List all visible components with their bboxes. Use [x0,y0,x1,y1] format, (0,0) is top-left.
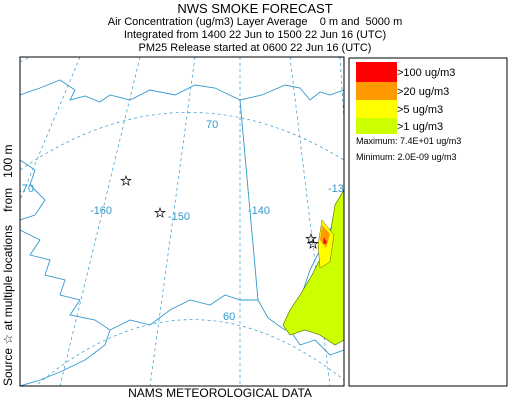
graticule-label: -170 [12,183,34,195]
legend-label: >20 ug/m3 [397,86,449,98]
legend: Maximum: 7.4E+01 ug/m3 Minimum: 2.0E-09 … [348,57,508,387]
panhandle [289,329,344,356]
parallel [20,112,344,171]
legend-swatch [356,100,397,118]
sources [120,174,319,249]
source-star [305,232,317,244]
meridian [339,57,344,121]
legend-swatch [356,62,397,82]
parallel [35,319,344,386]
source-star [120,174,132,186]
source-star [307,237,319,249]
minimum: Minimum: 2.0E-09 ug/m3 [356,152,457,162]
legend-label: >1 ug/m3 [397,121,443,133]
graticule-label: 60 [223,311,235,323]
graticule-label: -130 [328,183,350,195]
graticule-label: -160 [90,205,112,217]
legend-label: >5 ug/m3 [397,104,443,116]
north-coast [20,79,344,103]
map-content: -170 -160 -150 -140 -130 70 60 [12,57,350,386]
maximum: Maximum: 7.4E+01 ug/m3 [356,136,461,146]
plume-100 [323,237,327,244]
west-coast [20,229,111,386]
subtitle: Integrated from 1400 22 Jun to 1500 22 J… [124,29,386,41]
meridian [20,57,81,201]
concentration-plume [282,189,344,346]
meridian [59,57,141,386]
coast [20,159,46,221]
source-star [154,206,166,218]
subtitle: Air Concentration (ug/m3) Layer Average … [108,16,403,28]
legend-swatch [356,82,397,100]
footer: NAMS METEOROLOGICAL DATA [128,386,312,400]
graticule-label: 70 [206,119,218,131]
map-frame [19,56,345,387]
title: NWS SMOKE FORECAST [177,1,332,16]
graticule-label: -150 [168,211,190,223]
source-label: Source ☆ at multiple locations from 100 … [1,144,15,386]
legend-swatch [356,118,397,134]
legend-frame [348,57,508,387]
meridian [149,57,196,386]
subtitle: PM25 Release started at 0600 22 Jun 16 (… [139,42,372,54]
graticule-label: -140 [248,205,270,217]
legend-label: >100 ug/m3 [397,67,455,79]
plume-20 [320,225,330,248]
map: -170 -160 -150 -140 -130 70 60 [12,56,350,387]
south-coast [109,294,258,331]
